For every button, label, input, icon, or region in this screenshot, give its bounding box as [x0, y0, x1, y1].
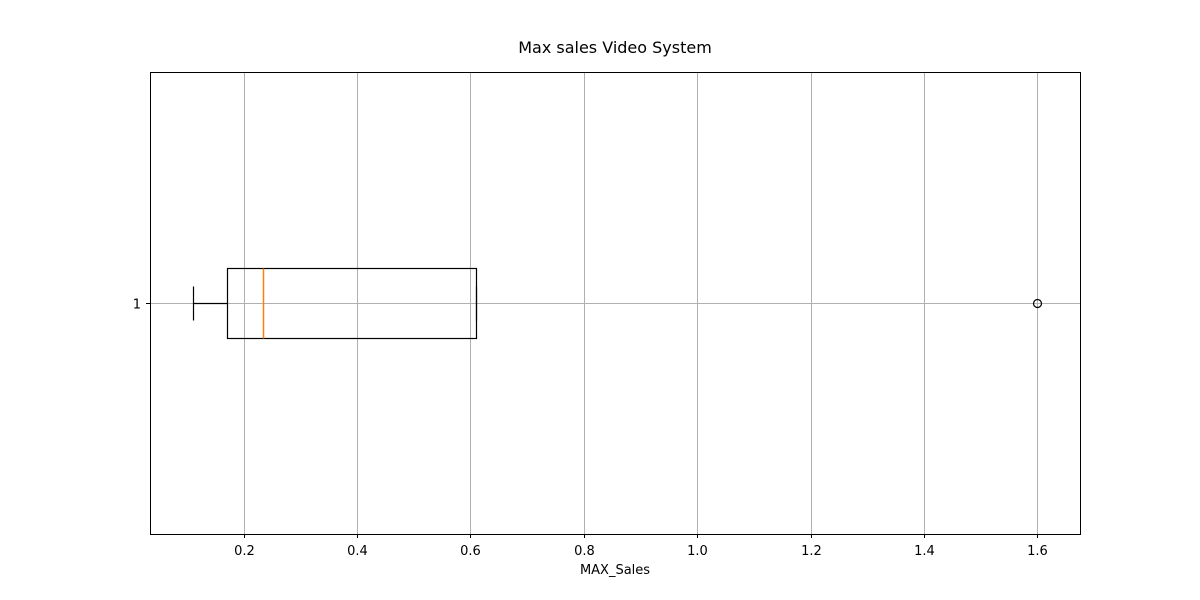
- x-tick-label: 0.2: [234, 544, 255, 559]
- x-tick-label: 1.2: [801, 544, 822, 559]
- x-tick-label: 0.4: [347, 544, 368, 559]
- y-axis-ticks: 1: [133, 298, 150, 313]
- outlier-point: [1032, 298, 1043, 309]
- plot-area-frame: [150, 72, 1081, 535]
- x-tick-label: 0.6: [460, 544, 481, 559]
- grid-lines: [150, 72, 1080, 534]
- x-tick-label: 1.4: [914, 544, 935, 559]
- y-tick-label: 1: [133, 298, 141, 313]
- x-tick-label: 1.6: [1027, 544, 1048, 559]
- x-axis-ticks: 0.2 0.4 0.6 0.8 1.0 1.2 1.4 1.6: [234, 534, 1048, 559]
- box-iqr: [226, 267, 478, 340]
- chart-title: Max sales Video System: [518, 38, 712, 57]
- x-axis-label: MAX_Sales: [580, 563, 650, 578]
- x-tick-label: 1.0: [687, 544, 708, 559]
- x-tick-label: 0.8: [574, 544, 595, 559]
- box-plot-marks: [192, 267, 1043, 340]
